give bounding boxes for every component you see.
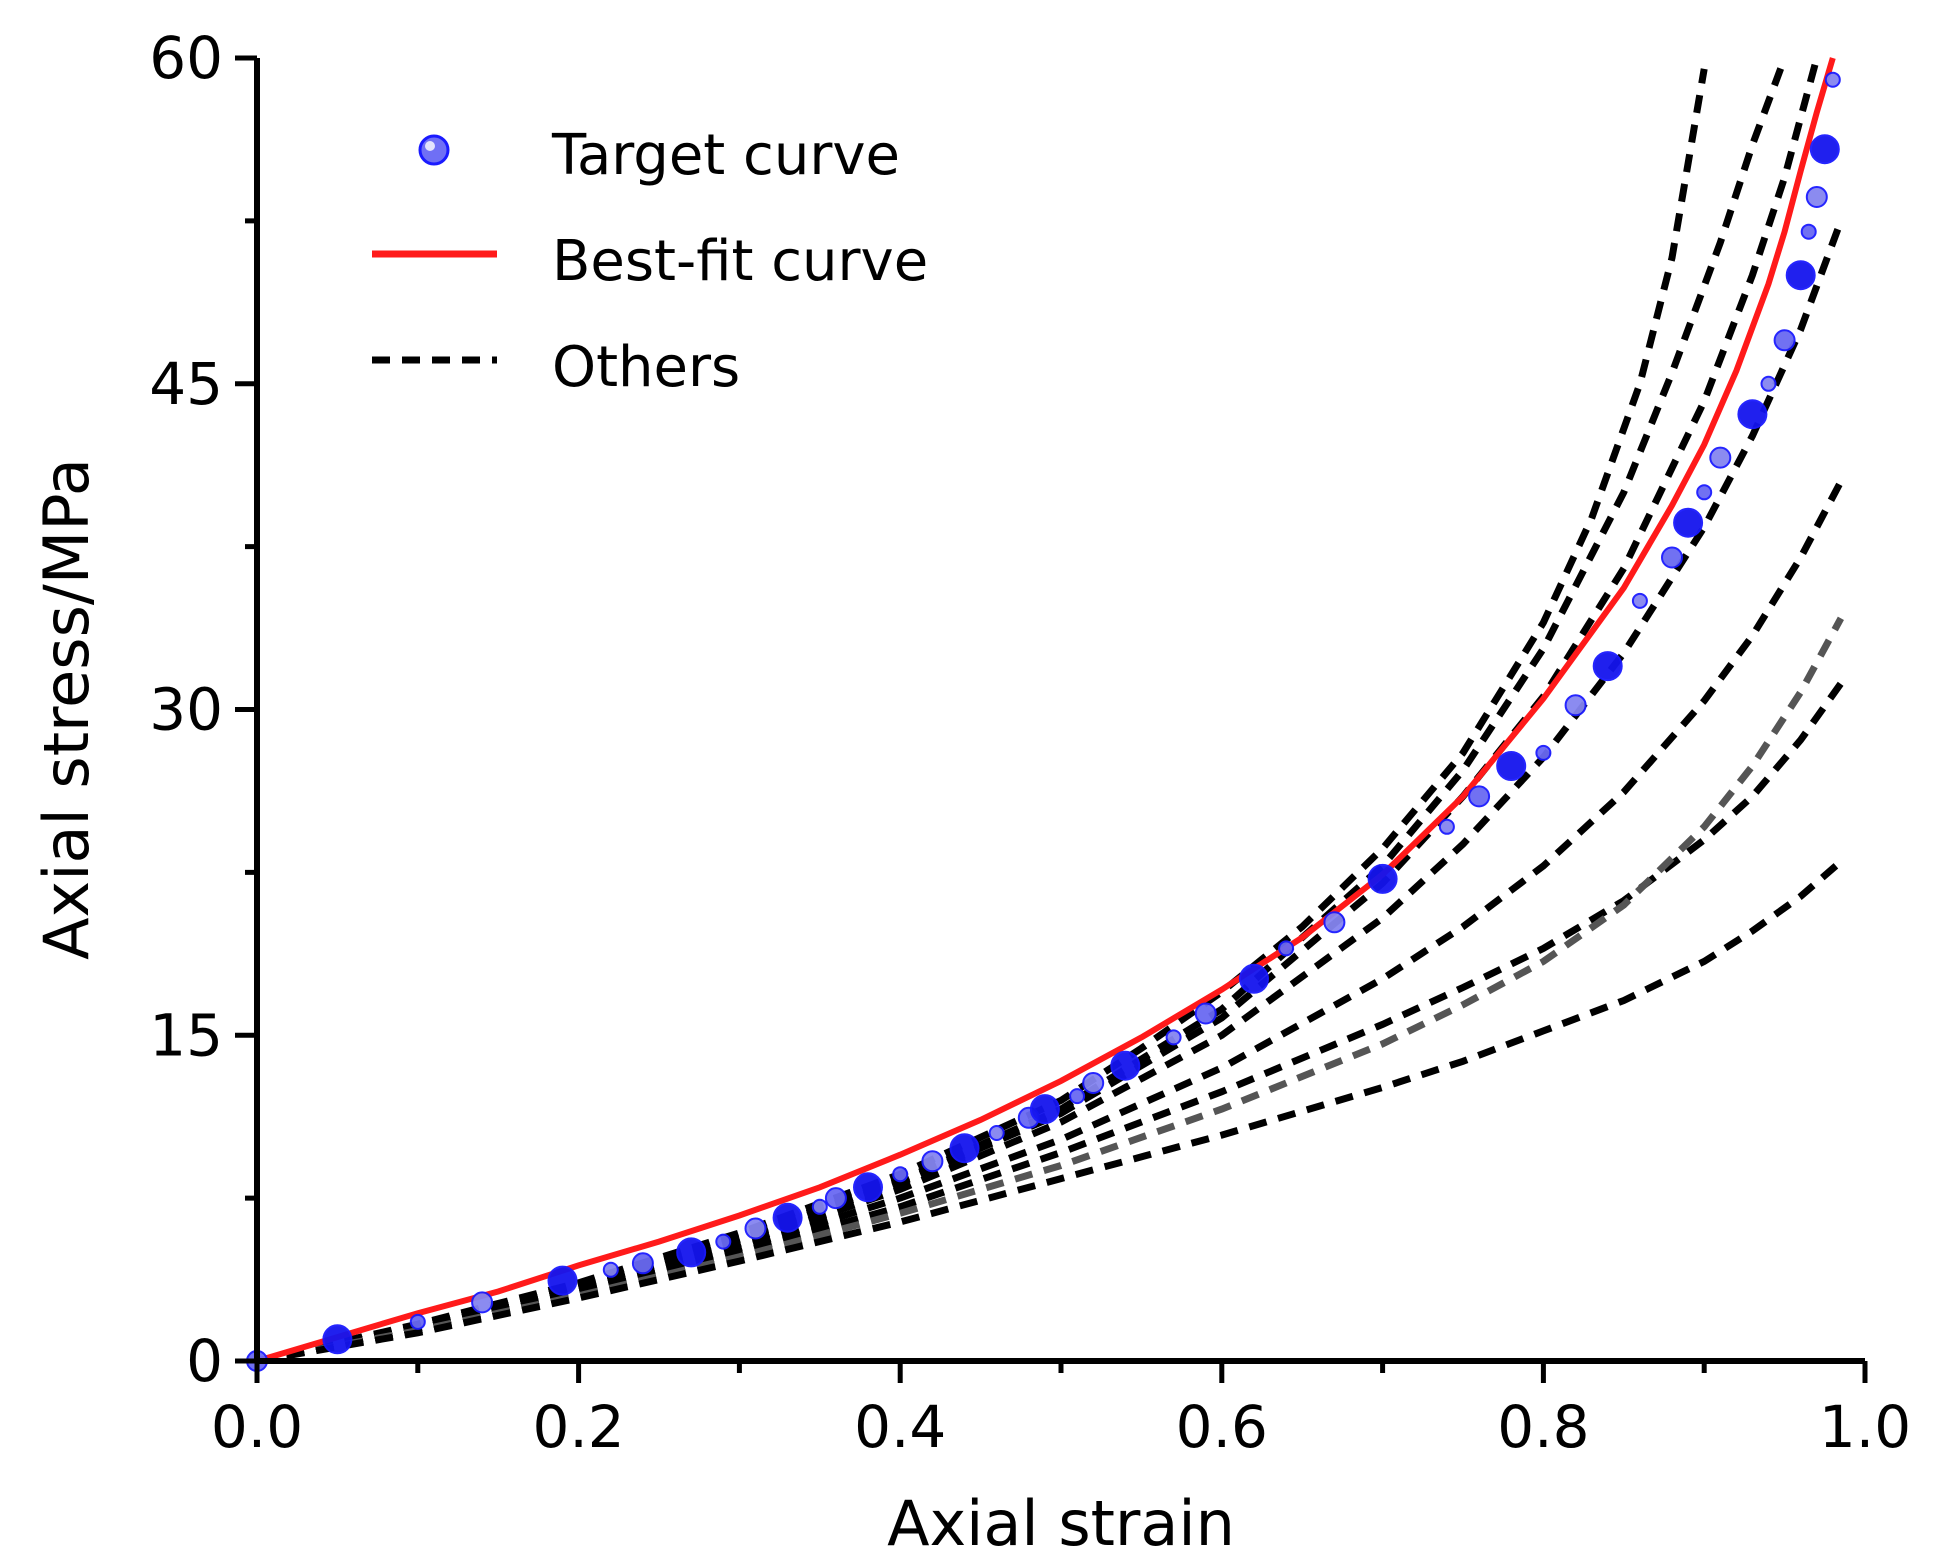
- other-curve-7: [256, 616, 1844, 1365]
- target-point: [1673, 507, 1704, 538]
- target-point: [1737, 399, 1768, 430]
- x-tick-label: 0.4: [854, 1393, 946, 1461]
- target-point: [631, 1252, 654, 1275]
- target-point: [988, 1125, 1005, 1141]
- y-tick-label: 45: [149, 350, 223, 418]
- x-tick-label: 1.0: [1819, 1393, 1911, 1461]
- target-point: [1496, 751, 1527, 781]
- other-curve-8: [256, 858, 1844, 1365]
- target-point: [1661, 546, 1683, 569]
- legend: Target curve Best-fit curve Others: [372, 123, 928, 400]
- target-point: [1323, 911, 1346, 934]
- target-point: [853, 1172, 883, 1203]
- legend-others-label: Others: [552, 335, 740, 400]
- y-tick-label: 30: [149, 676, 223, 744]
- target-point: [1110, 1050, 1141, 1081]
- target-point: [409, 1313, 426, 1330]
- target-point: [772, 1202, 803, 1233]
- target-point: [1785, 260, 1816, 291]
- x-tick-label: 0.0: [211, 1393, 303, 1461]
- target-point: [1194, 1002, 1217, 1025]
- target-point: [1082, 1072, 1105, 1094]
- target-point: [892, 1166, 909, 1183]
- best-fit-layer: [256, 57, 1836, 1364]
- target-point: [1069, 1088, 1086, 1105]
- legend-target-marker-highlight: [425, 141, 435, 151]
- target-point: [1438, 818, 1455, 835]
- x-tick-label: 0.6: [1176, 1393, 1268, 1461]
- best-fit-curve: [256, 57, 1836, 1364]
- target-point: [1367, 863, 1398, 894]
- target-point: [1809, 134, 1840, 165]
- target-point: [921, 1150, 944, 1173]
- target-point: [744, 1217, 767, 1240]
- target-point: [1029, 1094, 1060, 1125]
- target-point: [1592, 651, 1623, 682]
- target-point: [949, 1133, 980, 1164]
- x-ticks: 0.0 0.2 0.4 0.6 0.8 1.0: [211, 1361, 1911, 1461]
- target-point: [547, 1265, 578, 1296]
- other-curve-1: [256, 68, 1708, 1365]
- x-axis-title: Axial strain: [887, 1487, 1235, 1560]
- target-curve-points: [246, 71, 1841, 1372]
- target-point: [1278, 940, 1295, 957]
- target-point: [1564, 694, 1587, 717]
- y-tick-label: 15: [149, 1001, 223, 1069]
- target-point: [1696, 484, 1713, 501]
- target-point: [602, 1261, 619, 1278]
- target-point: [1773, 329, 1796, 352]
- x-tick-label: 0.2: [532, 1393, 624, 1461]
- target-point: [824, 1187, 847, 1210]
- target-point: [1709, 446, 1732, 469]
- target-point: [1800, 223, 1817, 240]
- target-point: [1631, 592, 1648, 609]
- target-point: [1824, 71, 1841, 88]
- target-point: [1760, 375, 1777, 392]
- target-point: [1468, 785, 1491, 808]
- target-point: [715, 1233, 732, 1250]
- y-axis-title: Axial stress/MPa: [30, 458, 103, 960]
- other-curve-4: [256, 219, 1845, 1365]
- y-ticks: 0 15 30 45 60: [149, 24, 257, 1395]
- target-point: [1165, 1029, 1182, 1046]
- other-curve-6: [256, 681, 1844, 1365]
- y-tick-label: 0: [186, 1327, 223, 1395]
- legend-target-label: Target curve: [551, 123, 900, 188]
- target-point: [676, 1237, 707, 1268]
- x-tick-label: 0.8: [1497, 1393, 1589, 1461]
- legend-best-fit-label: Best-fit curve: [552, 229, 928, 294]
- target-point: [1805, 186, 1828, 208]
- target-point: [471, 1291, 494, 1314]
- target-point: [811, 1198, 828, 1215]
- target-point: [322, 1324, 353, 1355]
- y-tick-label: 60: [149, 24, 223, 92]
- target-point: [1535, 744, 1552, 761]
- legend-target-marker: [418, 134, 450, 166]
- target-point: [1239, 963, 1269, 994]
